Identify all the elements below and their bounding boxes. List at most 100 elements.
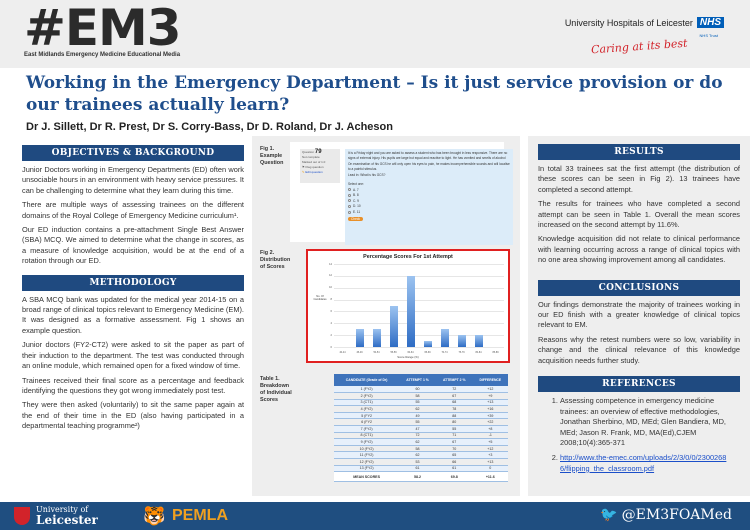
twitter-handle-text: @EM3FOAMed [621,507,732,523]
chart-x-tick: 85-89 [492,351,499,354]
table-cell: +8 [472,425,508,433]
chart-y-tick: 0 [330,345,332,349]
reference-link[interactable]: http://www.the-emec.com/uploads/2/3/0/0/… [560,453,727,473]
table-row: 11 (FY2) 62 65 +3 [334,451,508,460]
chart-bar [372,329,381,347]
references-box: Assessing competence in emergency medici… [538,392,740,487]
table-cell: 7 (FY2) [334,425,400,433]
table-cell: +16 [472,405,508,413]
table-cell: 65 [435,451,473,460]
chart-y-tick: 12 [329,274,332,278]
table-cell: 72 [435,386,473,394]
objectives-heading: OBJECTIVES & BACKGROUND [22,145,244,161]
table-cell: 78 [435,405,473,413]
option-label: C. 9 [353,198,359,203]
table-cell: 71 [435,432,473,440]
chart-x-tick: 45-49 [356,351,363,354]
chart-gridline [334,347,504,348]
table-cell: +11.6 [472,471,508,483]
table-cell: 58 [399,445,436,453]
chart-gridline [334,323,504,325]
chart-y-tick: 14 [329,262,332,266]
table-cell: 80 [435,418,473,427]
objectives-paragraph: Junior Doctors working in Emergency Depa… [22,165,244,195]
option-label: E. 11 [353,209,361,214]
edit-question-link[interactable]: ✎ Edit question [302,170,338,175]
chart-x-tick: 75-79 [458,351,465,354]
table-cell: 5 (FY2 [334,412,400,420]
answer-option-c[interactable]: C. 9 [348,199,510,204]
example-question-panel: Question 79 Not complete Marked out of 1… [290,142,513,245]
edit-label: Edit question [305,170,323,174]
table-row: 1 (FY2) 60 72 +12 [334,386,508,394]
chart-gridline [334,287,504,289]
table-row: 13 (FY2) 61 61 0 [334,465,508,473]
references-list: Assessing competence in emergency medici… [546,396,732,474]
table-row: 10 (FY2) 58 70 +12 [334,445,508,453]
flag-question-link[interactable]: ⚑ Flag question [302,165,338,170]
tagline: Caring at its best [591,36,689,57]
conclusions-heading: CONCLUSIONS [538,279,740,296]
chart-x-tick: 50-54 [373,351,380,354]
chart-gridline [334,299,504,301]
fig2-label: Fig 2. Distribution of Scores [260,250,291,270]
university-of-label: University of [36,505,89,514]
table-cell: +3 [472,451,508,460]
chart-x-axis-label: Score Range (%) [397,355,419,359]
chart-x-tick: 60-64 [407,351,414,354]
radio-icon [348,205,351,208]
chart-y-tick: 4 [330,321,332,325]
chart-x-tick: 65-69 [424,351,431,354]
scores-table-wrapper: CANDIDATE (Grade of Dr) ATTEMPT 1 % ATTE… [334,374,508,483]
table-row: 12 (FY2) 53 66 +13 [334,458,508,466]
pencil-icon: ✎ [302,170,305,174]
table-row: 3 (CT1) 55 68 +13 [334,399,508,407]
chart-plot-area: 0 2 4 6 8 10 12 14 40-44 45-49 50-54 55-59 60-64 65-6… [329,263,504,354]
radio-icon [348,188,351,192]
methodology-heading: METHODOLOGY [22,274,244,291]
table-cell: 88 [435,412,473,420]
table-cell: 11 (FY2) [334,451,400,460]
table-cell: 1 (FY2) [334,386,400,394]
table-header-cell: ATTEMPT 2 % [435,374,473,386]
question-number: 79 [314,149,322,155]
chart-y-tick: 8 [330,298,332,302]
methodology-paragraph: A SBA MCQ bank was updated for the medic… [22,294,244,335]
chart-title: Percentage Scores For 1st Attempt [363,254,453,260]
option-label: D. 10 [353,204,361,209]
objectives-paragraph: Our ED induction contains a pre-attachme… [22,225,244,266]
em3-logo-subtitle: East Midlands Emergency Medicine Educati… [24,52,181,58]
table-cell: -1 [472,432,508,440]
chart-y-axis-label: No. Of Candidates [313,295,327,301]
check-button[interactable]: Check [348,216,364,222]
table-cell: 8 (CT1) [334,432,400,440]
table-header-cell: DIFFERENCE [472,374,508,386]
table-cell: 49 [399,412,436,420]
chart-x-tick: 80-84 [475,351,482,354]
chart-y-tick: 6 [330,309,332,313]
answer-option-a[interactable]: A. 7 [348,188,510,193]
table-cell: 58 [399,392,436,400]
chart-bar [440,329,449,347]
left-column: OBJECTIVES & BACKGROUND Junior Doctors w… [22,145,244,432]
results-paragraph: The results for trainees who have comple… [538,199,740,230]
poster-header: #EM3 East Midlands Emergency Medicine Ed… [0,0,750,68]
twitter-bird-icon: 🐦 [600,507,618,523]
question-status: Not complete [302,155,320,159]
answer-option-d[interactable]: D. 10 [348,204,510,209]
radio-icon [348,199,351,203]
answer-option-b[interactable]: B. 8 [348,193,510,198]
table-cell: 55 [435,425,473,433]
table-cell: 62 [399,451,436,460]
methodology-paragraph: They were then asked (voluntarily) to si… [22,400,244,431]
table1-label: Table 1. Breakdown of Individual Scores [260,376,292,403]
references-heading: REFERENCES [538,376,740,393]
answer-option-e[interactable]: E. 11 [348,210,510,215]
table-row: 5 (FY2 49 88 +39 [334,412,508,420]
results-heading: RESULTS [538,144,740,160]
table-cell: 61 [435,465,473,473]
table-cell: 6 (FY2 [334,418,400,427]
twitter-handle[interactable]: 🐦 @EM3FOAMed [600,507,732,523]
poster-footer: University of Leicester 🐯 PEMLA 🐦 @EM3FOA… [0,502,750,530]
table-cell: 68 [435,399,473,407]
